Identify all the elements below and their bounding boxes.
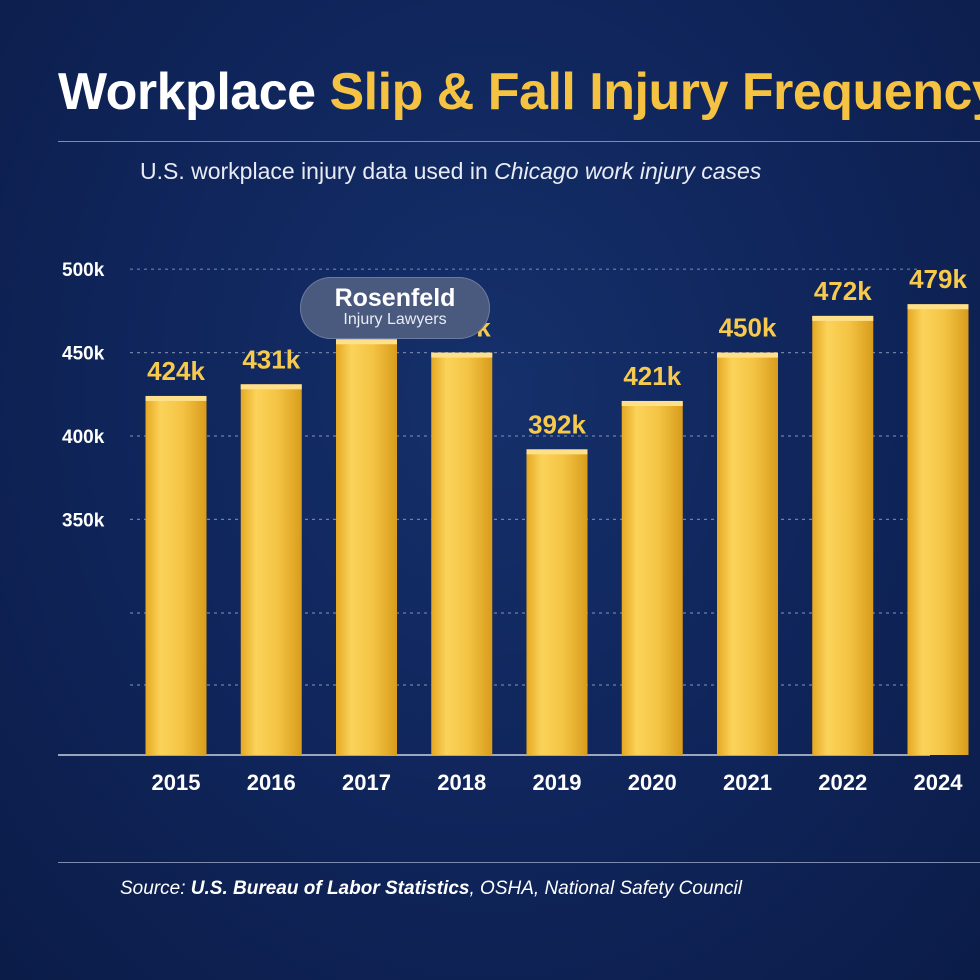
rosenfeld-logo: Rosenfeld Injury Lawyers xyxy=(300,277,490,339)
x-tick-label: 2024 xyxy=(914,770,964,795)
chart-subtitle: U.S. workplace injury data used in Chica… xyxy=(140,158,761,185)
bar xyxy=(240,384,302,755)
x-tick-label: 2015 xyxy=(152,770,201,795)
x-tick-label: 2017 xyxy=(342,770,391,795)
bar-group xyxy=(812,315,874,755)
logo-line2: Injury Lawyers xyxy=(343,311,447,328)
bar-top-highlight xyxy=(907,304,969,310)
x-tick-label: 2018 xyxy=(437,770,486,795)
x-tick-label: 2022 xyxy=(818,770,867,795)
bar xyxy=(431,352,493,755)
chart-title: Workplace Slip & Fall Injury Frequency xyxy=(58,62,980,122)
bar-top-highlight xyxy=(431,352,493,358)
bar xyxy=(717,352,778,755)
y-tick-label: 400k xyxy=(62,427,105,448)
bar xyxy=(812,315,874,755)
data-label: 450k xyxy=(719,313,777,343)
data-label: 472k xyxy=(814,276,872,306)
bar-group xyxy=(431,352,493,755)
bar-top-highlight xyxy=(145,395,207,401)
bar xyxy=(621,400,683,755)
logo-line1: Rosenfeld xyxy=(334,284,456,312)
bar-group xyxy=(526,449,588,755)
subtitle-prefix: U.S. workplace injury data used in xyxy=(140,158,495,184)
bar xyxy=(526,449,588,755)
x-tick-label: 2019 xyxy=(533,770,582,795)
chart-title-white: Workplace xyxy=(58,63,316,121)
x-tick-label: 2020 xyxy=(628,770,677,795)
source-note: Source: U.S. Bureau of Labor Statistics,… xyxy=(120,878,742,900)
bar-top-highlight xyxy=(526,449,588,455)
bar-group xyxy=(336,339,397,755)
data-label: 392k xyxy=(528,409,586,439)
bar-top-highlight xyxy=(240,384,302,390)
data-label: 424k xyxy=(147,356,205,386)
bar-group xyxy=(717,352,778,755)
y-tick-label: 350k xyxy=(62,510,105,531)
source-bold: U.S. Bureau of Labor Statistics xyxy=(190,878,470,899)
bar-group xyxy=(621,400,683,755)
bar-group xyxy=(907,304,969,755)
subtitle-italic: Chicago work injury cases xyxy=(494,158,762,184)
y-tick-label: 500k xyxy=(62,260,105,281)
bar-top-highlight xyxy=(336,339,397,345)
bar xyxy=(336,339,397,755)
data-label: 479k xyxy=(909,264,967,294)
bar-top-highlight xyxy=(717,352,778,358)
data-label: 421k xyxy=(623,361,681,391)
bar-group xyxy=(145,395,207,755)
chart-title-yellow: Slip & Fall Injury Frequency xyxy=(329,63,980,121)
bar xyxy=(145,395,207,755)
source-rest: , OSHA, National Safety Council xyxy=(469,878,742,899)
bar xyxy=(907,304,969,755)
source-prefix: Source: xyxy=(120,878,186,899)
bar-group xyxy=(240,384,302,755)
bar-top-highlight xyxy=(621,400,683,406)
bar-top-highlight xyxy=(812,315,874,321)
y-tick-label: 450k xyxy=(62,344,105,365)
title-divider xyxy=(58,141,980,142)
x-tick-label: 2016 xyxy=(247,770,296,795)
footer-divider xyxy=(58,862,980,863)
data-label: 431k xyxy=(242,344,300,374)
x-tick-label: 2021 xyxy=(723,770,772,795)
